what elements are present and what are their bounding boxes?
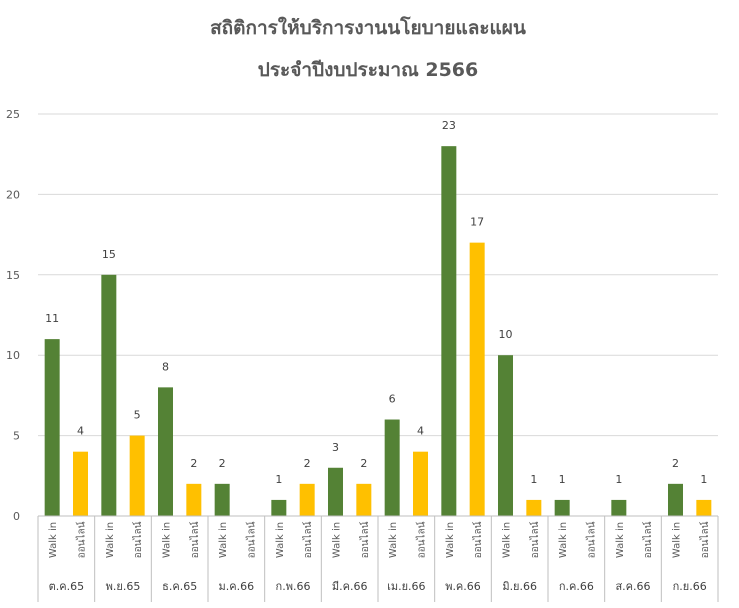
month-label: ธ.ค.65 [162,580,197,593]
month-label: ม.ค.66 [219,580,255,593]
y-tick-label: 5 [13,430,20,443]
sub-category-label: Walk in [502,522,513,558]
sub-category-label: Walk in [615,522,626,558]
sub-category-label: ออนไลน์ [416,521,428,558]
bar-online [299,483,315,516]
data-label: 4 [417,425,424,438]
bar-walkin [271,499,287,516]
bar-walkin [214,483,230,516]
bars [44,146,712,516]
data-label: 23 [442,119,456,132]
month-label: พ.ค.66 [445,580,481,593]
bar-online [696,499,712,516]
bar-online [469,242,485,516]
chart-title-line1: สถิติการให้บริการงานนโยบายและแผน [210,16,526,39]
data-label: 1 [700,473,707,486]
sub-category-label: ออนไลน์ [642,521,654,558]
sub-category-label: Walk in [332,522,343,558]
sub-category-label: ออนไลน์ [699,521,711,558]
data-label: 1 [615,473,622,486]
sub-category-label: ออนไลน์ [472,521,484,558]
chart-title-line2: ประจำปีงบประมาณ 2566 [258,59,478,81]
sub-category-label: ออนไลน์ [189,521,201,558]
sub-category-label: Walk in [388,522,399,558]
data-label: 17 [470,216,484,229]
bar-online [186,483,202,516]
sub-category-label: Walk in [48,522,59,558]
data-label: 6 [389,393,396,406]
sub-category-label: Walk in [445,522,456,558]
bar-walkin [441,146,457,516]
month-label: มิ.ย.66 [502,580,537,593]
y-tick-label: 10 [6,349,20,362]
y-tick-label: 15 [6,269,20,282]
sub-category-label: Walk in [162,522,173,558]
bar-walkin [611,499,627,516]
x-axis: Walk in ออนไลน์ต.ค.65 Walk in ออนไลน์พ.ย.65… [37,515,719,602]
sub-category-label: ออนไลน์ [302,521,314,558]
data-label: 2 [672,457,679,470]
bar-online [356,483,372,516]
data-label: 2 [360,457,367,470]
sub-category-label: ออนไลน์ [132,521,144,558]
bar-walkin [554,499,570,516]
y-tick-label: 25 [6,108,20,121]
data-label: 1 [530,473,537,486]
y-axis-ticks: 0 5 10 15 20 25 [6,108,20,523]
month-label: ต.ค.65 [49,580,85,593]
data-label: 8 [162,360,169,373]
y-tick-label: 0 [13,510,20,523]
bar-walkin [101,274,117,516]
bar-online [73,451,88,516]
sub-category-label: ออนไลน์ [76,521,88,558]
month-label: ส.ค.66 [615,580,650,593]
sub-category-label: ออนไลน์ [586,521,598,558]
data-label: 4 [77,425,84,438]
data-label: 10 [499,328,513,341]
bar-walkin [44,339,60,516]
bar-walkin [328,467,343,516]
bar-walkin [158,387,173,516]
y-tick-label: 20 [6,188,20,201]
month-label: เม.ย.66 [387,580,425,593]
sub-category-label: ออนไลน์ [529,521,541,558]
data-label: 1 [275,473,282,486]
sub-category-label: Walk in [218,522,229,558]
month-label: พ.ย.65 [106,580,141,593]
bar-online [413,451,428,516]
data-label: 1 [559,473,566,486]
bar-walkin [498,355,513,516]
data-label: 15 [102,248,116,261]
sub-category-label: Walk in [558,522,569,558]
bar-online [526,499,542,516]
bar-walkin [384,419,400,516]
month-label: ก.พ.66 [276,580,311,593]
sub-category-label: ออนไลน์ [359,521,371,558]
sub-category-label: ออนไลน์ [246,521,258,558]
sub-category-label: Walk in [672,522,683,558]
month-label: มี.ค.66 [332,580,368,593]
data-label: 11 [45,312,59,325]
sub-category-label: Walk in [105,522,116,558]
month-label: ก.ค.66 [559,580,594,593]
data-label: 5 [134,409,141,422]
data-label: 3 [332,441,339,454]
month-label: ก.ย.66 [673,580,707,593]
data-label: 2 [190,457,197,470]
data-label: 2 [219,457,226,470]
data-label: 2 [304,457,311,470]
bar-walkin [668,483,683,516]
sub-category-label: Walk in [275,522,286,558]
bar-online [129,435,145,516]
